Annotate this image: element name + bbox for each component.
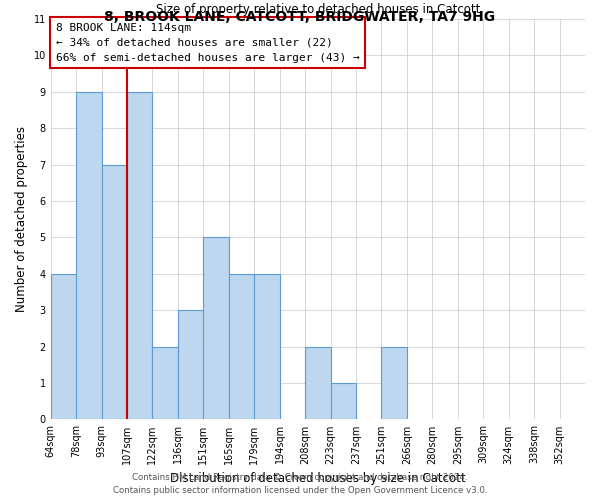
Bar	[203, 238, 229, 420]
Bar	[331, 383, 356, 420]
Bar	[178, 310, 203, 420]
Bar	[382, 346, 407, 420]
Bar	[229, 274, 254, 420]
Bar	[101, 164, 127, 420]
Bar	[254, 274, 280, 420]
Bar	[127, 92, 152, 420]
Text: 8 BROOK LANE: 114sqm
← 34% of detached houses are smaller (22)
66% of semi-detac: 8 BROOK LANE: 114sqm ← 34% of detached h…	[56, 23, 360, 62]
Text: Contains HM Land Registry data © Crown copyright and database right 2024.
Contai: Contains HM Land Registry data © Crown c…	[113, 474, 487, 495]
Bar	[152, 346, 178, 420]
Title: Size of property relative to detached houses in Catcott: Size of property relative to detached ho…	[155, 4, 480, 16]
Bar	[76, 92, 101, 420]
Text: 8, BROOK LANE, CATCOTT, BRIDGWATER, TA7 9HG: 8, BROOK LANE, CATCOTT, BRIDGWATER, TA7 …	[104, 10, 496, 24]
X-axis label: Distribution of detached houses by size in Catcott: Distribution of detached houses by size …	[170, 472, 466, 485]
Bar	[305, 346, 331, 420]
Bar	[50, 274, 76, 420]
Y-axis label: Number of detached properties: Number of detached properties	[15, 126, 28, 312]
